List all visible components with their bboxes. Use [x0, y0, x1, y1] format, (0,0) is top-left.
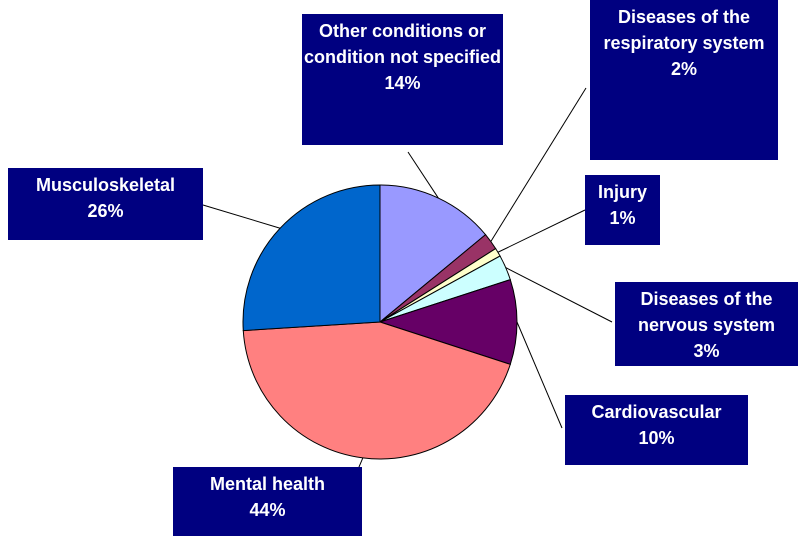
label-name: Diseases of the respiratory system	[603, 7, 765, 53]
label-value: 10%	[638, 428, 675, 448]
leader-line	[497, 209, 586, 253]
label-value: 26%	[87, 201, 124, 221]
label-name: Mental health	[209, 474, 325, 494]
data-label: Cardiovascular 10%	[565, 395, 748, 465]
data-label: Injury 1%	[585, 175, 660, 245]
label-value: 44%	[249, 500, 286, 520]
data-label: Diseases of the respiratory system 2%	[590, 0, 778, 160]
label-value: 2%	[670, 59, 697, 79]
data-label: Other conditions or condition not specif…	[302, 14, 503, 145]
data-label: Musculoskeletal 26%	[8, 168, 203, 240]
label-name: Diseases of the nervous system	[637, 289, 776, 335]
leader-line	[516, 321, 563, 429]
label-name: Injury	[597, 182, 647, 202]
leader-line	[202, 204, 281, 229]
label-name: Cardiovascular	[591, 402, 722, 422]
label-name: Other conditions or condition not specif…	[304, 21, 501, 67]
label-value: 1%	[609, 208, 636, 228]
pie-slice	[242, 184, 381, 332]
leader-line	[407, 151, 439, 199]
leader-line	[490, 87, 587, 242]
label-value: 3%	[693, 341, 720, 361]
pie-slice	[379, 184, 487, 324]
label-value: 14%	[384, 73, 421, 93]
label-name: Musculoskeletal	[35, 175, 176, 195]
data-label: Mental health 44%	[173, 467, 362, 536]
data-label: Diseases of the nervous system 3%	[615, 282, 798, 366]
pie-slice	[378, 279, 518, 365]
leader-line	[505, 267, 613, 323]
pie-slice	[242, 321, 511, 460]
